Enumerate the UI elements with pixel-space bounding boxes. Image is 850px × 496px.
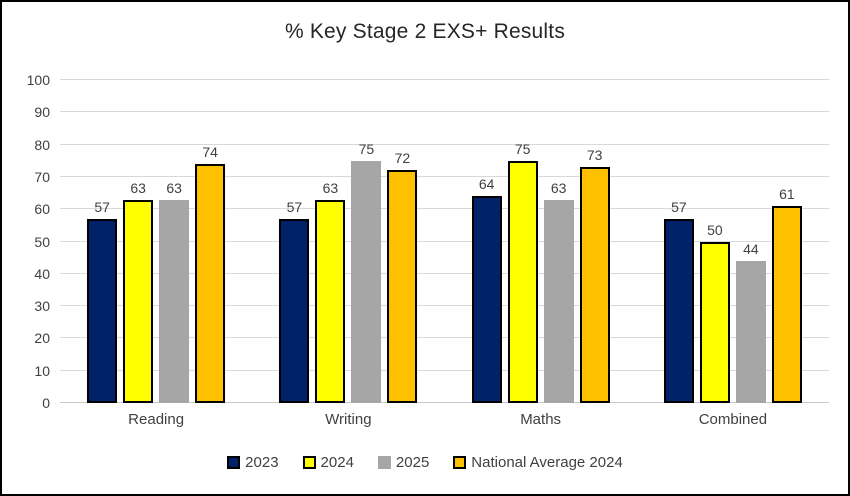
data-label-national-average-2024-combined: 61: [779, 185, 795, 202]
legend: 2023 2024 2025 National Average 2024: [2, 454, 848, 471]
legend-label-2023: 2023: [245, 454, 279, 471]
y-tick-label-10: 10: [34, 362, 50, 379]
gridline-50: [60, 240, 829, 242]
data-label-2024-combined: 50: [707, 221, 723, 238]
data-label-2025-writing: 75: [358, 140, 375, 157]
bar-group-combined: 57 50 44 61: [637, 80, 829, 403]
legend-label-2024: 2024: [320, 454, 354, 471]
data-label-2025-combined: 44: [743, 240, 759, 257]
gridline-80: [60, 143, 829, 145]
bar-group-reading: 57 63 63 74: [60, 80, 252, 403]
bar-2023-combined: 57: [663, 80, 694, 403]
legend-marker-icon-national-average-2024: [453, 456, 467, 469]
gridline-60: [60, 208, 829, 210]
bar-rect-national-average-2024-maths: [579, 167, 610, 403]
bar-national-average-2024-maths: 73: [579, 80, 610, 403]
data-label-2023-maths: 64: [478, 176, 495, 193]
bar-2024-combined: 50: [699, 80, 730, 403]
bar-group-writing: 57 63 75 72: [252, 80, 444, 403]
bar-2025-combined: 44: [735, 80, 766, 403]
legend-label-2025: 2025: [395, 454, 430, 471]
gridline-30: [60, 305, 829, 307]
legend-marker-icon-2025: [377, 456, 391, 469]
y-tick-label-60: 60: [34, 201, 50, 218]
bar-2023-reading: 57: [87, 80, 118, 403]
bar-2025-reading: 63: [159, 80, 190, 403]
gridline-90: [60, 111, 829, 113]
y-tick-label-30: 30: [34, 298, 50, 315]
bar-groups: 57 63 63 74 57 63 75 72 64 75 63 73 57 50 44 61: [60, 80, 829, 403]
data-label-national-average-2024-writing: 72: [394, 150, 411, 167]
data-label-2024-writing: 63: [322, 179, 339, 196]
y-tick-label-70: 70: [34, 168, 50, 185]
legend-item-2023: 2023: [227, 454, 279, 471]
chart-title: % Key Stage 2 EXS+ Results: [284, 20, 566, 43]
x-axis: Reading Writing Maths Combined: [60, 411, 829, 428]
bar-2024-reading: 63: [123, 80, 154, 403]
x-category-label-combined: Combined: [698, 411, 768, 428]
x-category-label-maths: Maths: [520, 411, 562, 428]
data-label-2023-reading: 57: [94, 198, 110, 215]
data-label-national-average-2024-maths: 73: [586, 147, 603, 164]
legend-item-2024: 2024: [302, 454, 354, 471]
legend-marker-icon-2023: [227, 456, 241, 469]
bar-rect-2024-maths: [507, 160, 538, 403]
y-tick-label-50: 50: [34, 233, 50, 250]
bar-2025-writing: 75: [351, 80, 382, 403]
data-label-2025-maths: 63: [550, 179, 567, 196]
legend-label-national-average-2024: National Average 2024: [471, 454, 623, 471]
y-tick-label-100: 100: [26, 72, 50, 88]
plot-area: 57 63 63 74 57 63 75 72 64 75 63 73 57 50 44 61: [60, 79, 829, 403]
bar-group-maths: 64 75 63 73: [445, 80, 637, 403]
bar-rect-2023-combined: [663, 218, 694, 403]
gridline-70: [60, 175, 829, 177]
data-label-2024-maths: 75: [514, 140, 531, 157]
bar-national-average-2024-reading: 74: [195, 80, 226, 403]
y-tick-label-80: 80: [34, 136, 50, 153]
bar-rect-2025-maths: [543, 199, 574, 403]
gridline-0: [60, 402, 829, 403]
bar-rect-national-average-2024-combined: [771, 205, 802, 403]
y-tick-label-40: 40: [34, 265, 50, 282]
data-label-2025-reading: 63: [166, 179, 182, 196]
bar-2025-maths: 63: [543, 80, 574, 403]
bar-rect-2024-reading: [123, 199, 154, 403]
bar-2023-writing: 57: [279, 80, 310, 403]
gridline-10: [60, 369, 829, 371]
data-label-national-average-2024-reading: 74: [202, 143, 218, 160]
gridline-20: [60, 337, 829, 339]
bar-rect-2024-writing: [315, 199, 346, 403]
y-tick-label-90: 90: [34, 104, 50, 121]
bar-2024-writing: 63: [315, 80, 346, 403]
bar-national-average-2024-writing: 72: [387, 80, 418, 403]
bar-rect-2025-reading: [159, 199, 190, 403]
bar-rect-2023-writing: [279, 218, 310, 403]
y-axis: 0 10 20 30 40 50 60 70 80 90 100: [2, 72, 50, 411]
bar-rect-national-average-2024-writing: [387, 170, 418, 403]
gridline-40: [60, 272, 829, 274]
y-tick-label-20: 20: [34, 330, 50, 347]
bar-2023-maths: 64: [471, 80, 502, 403]
legend-marker-icon-2024: [302, 456, 316, 469]
y-tick-label-0: 0: [42, 395, 50, 411]
x-category-label-reading: Reading: [128, 411, 185, 428]
bar-rect-2025-combined: [735, 260, 766, 403]
data-label-2024-reading: 63: [130, 179, 146, 196]
bar-2024-maths: 75: [507, 80, 538, 403]
bar-rect-2025-writing: [351, 160, 382, 403]
legend-item-national-average-2024: National Average 2024: [453, 454, 623, 471]
gridline-100: [60, 79, 829, 80]
x-category-label-writing: Writing: [325, 411, 372, 428]
data-label-2023-combined: 57: [671, 198, 687, 215]
bar-rect-2023-maths: [471, 196, 502, 403]
data-label-2023-writing: 57: [286, 198, 303, 215]
bar-rect-2024-combined: [699, 241, 730, 403]
bar-national-average-2024-combined: 61: [771, 80, 802, 403]
bar-rect-national-average-2024-reading: [195, 163, 226, 403]
bar-rect-2023-reading: [87, 218, 118, 403]
legend-item-2025: 2025: [377, 454, 430, 471]
